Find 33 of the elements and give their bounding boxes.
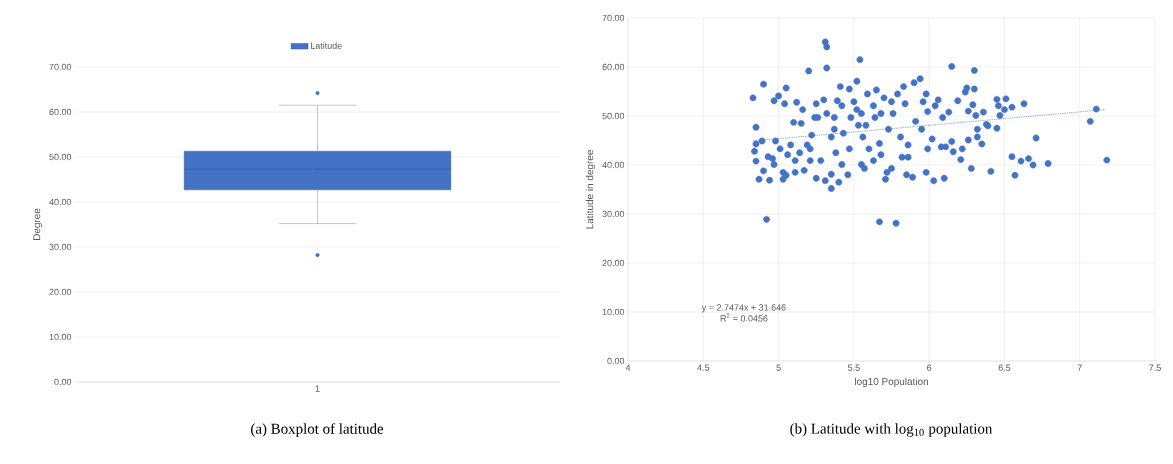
x-tick-label: 5 [776,364,781,371]
x-tick-label: 6.5 [998,364,1011,371]
x-tick-label: 1 [315,385,320,392]
y-tick-label: 30.00 [49,243,72,251]
y-axis-title: Degree [33,208,43,241]
y-tick-label: 0.00 [607,357,625,365]
y-tick-label: 30.00 [602,210,625,218]
x-tick-label: 5.5 [848,364,860,371]
annotation: R$^{2}$ = 0.0456 [720,313,768,322]
y-tick-label: 20.00 [49,288,72,296]
y-tick-label: 10.00 [49,333,72,341]
y-tick-label: 60.00 [602,63,625,71]
x-tick-label: 6 [927,364,932,371]
text: (a) Boxplot of latitude [251,423,384,437]
legend-label: Latitude [310,42,342,49]
y-tick-label: 50.00 [602,112,625,120]
x-axis-title: log10 Population [855,377,928,387]
y-tick-label: 50.00 [49,153,72,161]
x-tick-label: 7 [1077,364,1082,371]
y-tick-label: 70.00 [602,14,625,22]
annotation: y = 2.7474x + 31.646 [701,304,786,313]
y-axis-title: Latitude in degree [585,150,596,229]
y-tick-label: 40.00 [602,161,625,169]
y-tick-label: 40.00 [49,198,72,206]
text: (b) Latitude with log$_{10}$ population [790,423,993,437]
x-tick-label: 7.5 [1149,364,1161,371]
y-tick-label: 70.00 [49,63,72,71]
x-tick-label: 4.5 [697,364,710,371]
x-tick-label: 4 [625,364,631,371]
y-tick-label: 20.00 [602,259,625,267]
y-tick-label: 10.00 [602,308,625,316]
y-tick-label: 0.00 [54,378,72,386]
y-tick-label: 60.00 [49,108,72,116]
